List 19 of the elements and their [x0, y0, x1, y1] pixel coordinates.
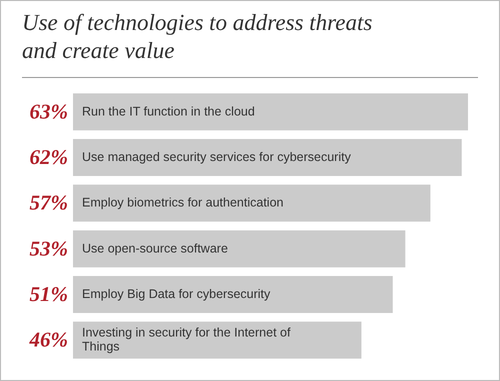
- y-tick-label: Employ Big Data for cybersecurity: [82, 286, 272, 301]
- bar: [73, 322, 362, 359]
- data-label: 46%: [28, 328, 68, 352]
- bar: [73, 93, 468, 130]
- bar: [73, 230, 406, 268]
- data-label: 57%: [30, 190, 68, 215]
- y-tick-label: Run the IT function in the cloud: [82, 104, 255, 118]
- bar: [73, 139, 462, 176]
- y-tick-label: Use open-source software: [82, 241, 228, 256]
- data-label: 62%: [30, 144, 68, 169]
- y-tick-label: Use managed security services for cybersecurity: [82, 150, 352, 164]
- y-tick-label: Employ biometrics for authentication: [82, 196, 284, 210]
- y-tick-label: Investing in security for the Internet of Things: [82, 326, 291, 354]
- bar: [73, 184, 430, 222]
- chart-title: Use of technologies to address threats and create value: [22, 9, 374, 65]
- bar: [73, 276, 393, 313]
- data-label: 53%: [30, 236, 68, 260]
- data-label: 51%: [30, 282, 68, 306]
- data-label: 63%: [30, 99, 68, 124]
